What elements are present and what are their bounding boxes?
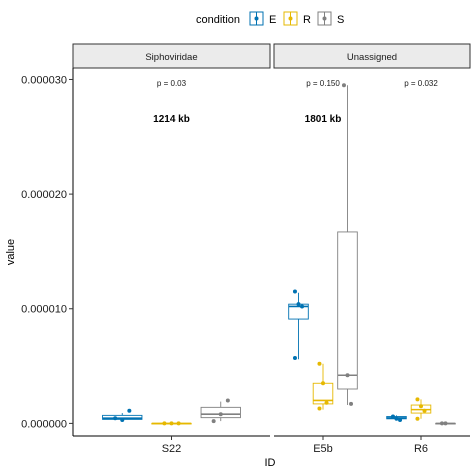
data-point <box>317 361 322 366</box>
data-point <box>394 416 399 421</box>
data-point <box>218 412 223 417</box>
data-point <box>300 304 305 309</box>
genome-size-label: 1801 kb <box>305 114 342 125</box>
data-point <box>345 373 350 378</box>
data-point <box>169 421 174 426</box>
data-point <box>390 414 395 419</box>
legend-key-point <box>254 16 259 21</box>
facet-label-unassigned: Unassigned <box>347 52 397 63</box>
y-axis-title: value <box>5 239 17 265</box>
data-point <box>176 421 181 426</box>
data-point <box>292 356 297 361</box>
data-point <box>127 408 132 413</box>
data-point <box>292 289 297 294</box>
x-tick-label: S22 <box>162 443 182 455</box>
p-value-label: p = 0.032 <box>404 79 438 88</box>
facet-strip-siphoviridae <box>72 43 271 69</box>
data-point <box>296 302 301 307</box>
data-point <box>439 421 444 426</box>
legend-key-point <box>288 16 293 21</box>
data-point <box>341 83 346 88</box>
p-value-label: p = 0.03 <box>157 79 187 88</box>
legend-label-E: E <box>269 14 276 26</box>
box-E5b-S <box>337 231 358 390</box>
annotations: p = 0.03 1214 kb p = 0.150 1801 kb p = 0.032 <box>153 79 438 125</box>
data-point <box>415 397 420 402</box>
x-tick-label: E5b <box>313 443 333 455</box>
data-point <box>419 404 423 409</box>
genome-size-label: 1214 kb <box>153 114 190 125</box>
data-point <box>398 417 403 422</box>
facet-label-siphoviridae: Siphoviridae <box>145 52 197 63</box>
data-point <box>211 419 216 424</box>
data-point <box>349 401 354 406</box>
legend-label-S: S <box>337 14 344 26</box>
data-point <box>113 416 118 421</box>
data-point <box>317 406 322 411</box>
data-point <box>422 408 427 413</box>
y-tick-label: 0.000020 <box>21 189 67 201</box>
y-tick-label: 0.000010 <box>21 304 67 316</box>
x-tick-label: R6 <box>414 443 428 455</box>
data-point <box>225 398 230 403</box>
y-tick-label: 0.000030 <box>21 74 67 86</box>
x-axis-title: ID <box>265 457 276 469</box>
legend: condition E R S <box>196 11 344 26</box>
legend-title: condition <box>196 14 240 26</box>
y-tick-label: 0.000000 <box>21 418 67 430</box>
legend-key-point <box>322 16 327 21</box>
y-axis-ticks: 0.000000 0.000010 0.000020 0.000030 <box>21 74 73 430</box>
data-point <box>321 381 325 386</box>
data-point <box>415 416 420 421</box>
data-point <box>162 421 167 426</box>
data-point <box>120 417 125 422</box>
plot-marks <box>102 83 456 426</box>
legend-label-R: R <box>303 14 311 26</box>
data-point <box>324 400 329 405</box>
data-point <box>443 421 448 426</box>
p-value-label: p = 0.150 <box>306 79 340 88</box>
facet-strip-unassigned <box>273 43 471 69</box>
x-axis-ticks: S22 E5b R6 <box>162 436 428 455</box>
